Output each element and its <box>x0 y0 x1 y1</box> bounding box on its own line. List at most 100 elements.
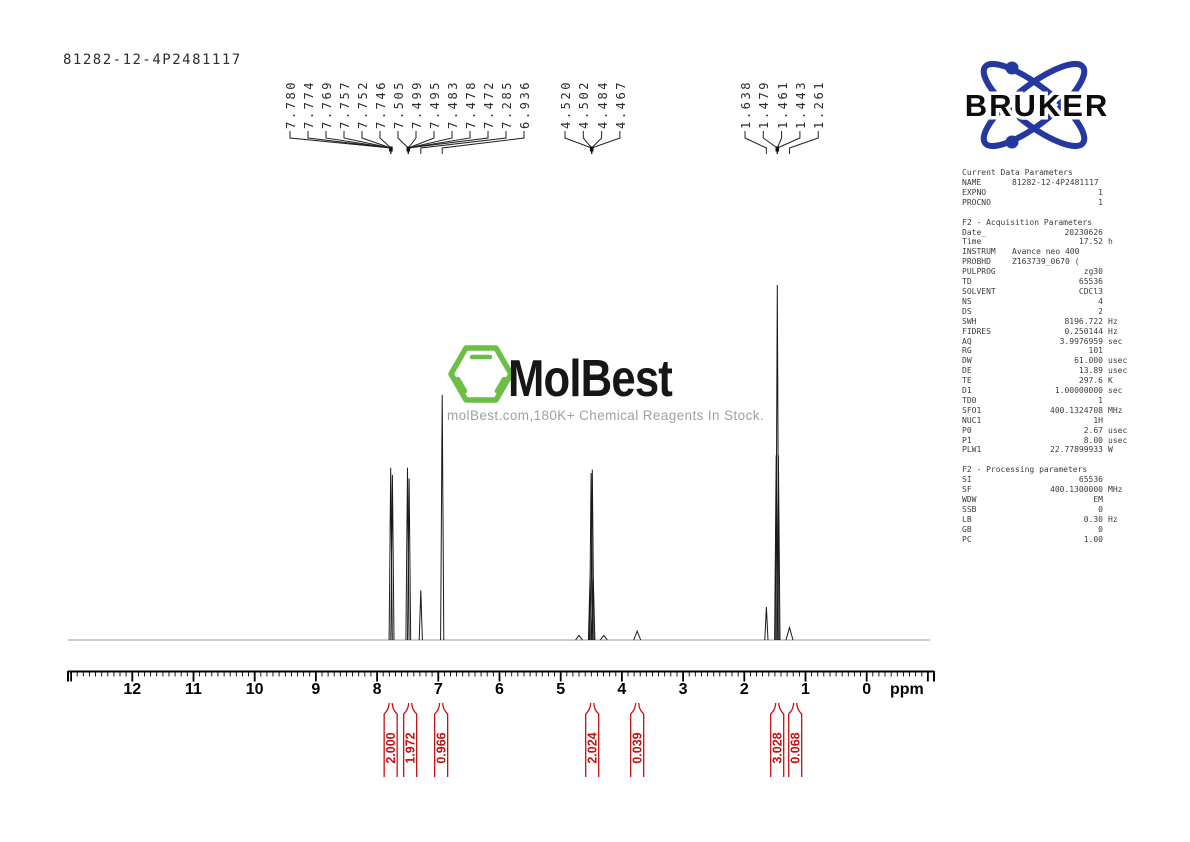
parameter-row: TD 65536 <box>962 277 1103 287</box>
peak-shift-label: 7.746 <box>374 79 388 129</box>
axis-unit-label: ppm <box>890 681 924 698</box>
peak-connector-lines <box>289 131 819 154</box>
parameter-row: P1 8.00 usec <box>962 435 1128 445</box>
parameter-row: PROCNO 1 <box>962 197 1103 207</box>
peak <box>589 473 594 641</box>
integral-value: 3.028 <box>770 732 784 763</box>
axis-tick-label: 11 <box>184 681 202 698</box>
parameter-row: NAME 81282-12-4P2481117 <box>962 177 1099 187</box>
peak <box>390 474 395 641</box>
peak-shift-label: 4.502 <box>577 79 592 129</box>
peak-shift-label: 7.505 <box>392 79 406 129</box>
molbest-hexagon-icon <box>448 345 514 403</box>
integral-value: 1.972 <box>403 732 417 763</box>
peak <box>599 634 608 641</box>
peak-shift-label: 4.484 <box>595 79 610 129</box>
parameter-section-header: F2 - Acquisition Parameters <box>962 217 1093 227</box>
parameter-row: NUC1 1H <box>962 415 1103 425</box>
peak-shift-label: 7.757 <box>338 79 352 129</box>
sample-title: 81282-12-4P2481117 <box>63 52 242 68</box>
parameter-row: TE 297.6 K <box>962 376 1113 386</box>
parameter-row: TD0 1 <box>962 395 1103 405</box>
axis-tick-label: 9 <box>311 681 321 698</box>
integral-value: 2.000 <box>384 732 398 763</box>
peak <box>775 284 780 641</box>
peak-shift-label: 1.638 <box>739 79 753 129</box>
parameter-row: PLW1 22.77899933 W <box>962 445 1113 455</box>
parameter-section-header: F2 - Processing parameters <box>962 465 1088 475</box>
parameter-row: AQ 3.9976959 sec <box>962 336 1123 346</box>
peak-shift-label: 7.285 <box>500 79 514 129</box>
bruker-logo-icon: BRUKER <box>961 60 1111 150</box>
parameter-row: SOLVENT CDCl3 <box>962 286 1103 296</box>
parameter-section: F2 - Acquisition Parameters Date_ 20230626… <box>962 218 1136 456</box>
peak-shift-label: 1.479 <box>757 79 772 129</box>
parameter-row: SI 65536 <box>962 475 1103 485</box>
parameter-row: LB 0.30 Hz <box>962 514 1118 524</box>
peak-shift-label: 6.936 <box>518 79 532 129</box>
axis-tick-label: 3 <box>678 681 688 698</box>
peak-shift-label: 4.520 <box>559 79 573 129</box>
peak <box>575 634 583 641</box>
ppm-axis-ruler <box>67 670 935 682</box>
peak <box>633 629 642 641</box>
parameter-row: NS 4 <box>962 296 1103 306</box>
axis-tick-label: 5 <box>556 681 566 698</box>
spectrum-trace <box>68 284 930 641</box>
peak-shift-label: 7.472 <box>482 79 496 129</box>
axis-tick-label: 6 <box>495 681 504 698</box>
peak-shift-label: 1.461 <box>775 79 790 129</box>
peak <box>785 625 794 641</box>
watermark-tagline: molBest.com,180K+ Chemical Reagents In S… <box>447 408 765 423</box>
peak-shift-label: 7.769 <box>320 79 334 129</box>
parameter-row: INSTRUM Avance neo 400 <box>962 247 1080 257</box>
parameter-row: DE 13.89 usec <box>962 366 1128 376</box>
axis-tick-label: 1 <box>801 681 810 698</box>
peak-shift-label: 7.478 <box>464 79 478 129</box>
parameter-row: RG 101 <box>962 346 1103 356</box>
integral-value: 0.068 <box>788 732 802 763</box>
peak-shift-label: 7.483 <box>446 79 460 129</box>
bruker-wordmark: BRUKER <box>965 88 1110 123</box>
parameter-section-header: Current Data Parameters <box>962 168 1073 177</box>
integral-value: 2.024 <box>585 732 599 763</box>
peak-shift-label: 1.443 <box>793 79 808 129</box>
peak <box>764 606 769 641</box>
parameter-row: DW 61.000 usec <box>962 356 1128 366</box>
parameter-row: PROBHD Z163739_0670 ( <box>962 257 1080 267</box>
parameter-row: SWH 8196.722 Hz <box>962 316 1118 326</box>
axis-tick-label: 0 <box>862 681 872 698</box>
peak-shift-label: 7.495 <box>428 79 442 129</box>
integral-value: 0.966 <box>434 732 448 763</box>
axis-tick-label: 4 <box>617 681 627 698</box>
parameter-row: EXPNO 1 <box>962 187 1103 197</box>
parameter-row: SF 400.1300000 MHz <box>962 485 1123 495</box>
parameter-row: WDW EM <box>962 495 1103 505</box>
parameter-row: Time 17.52 h <box>962 237 1113 247</box>
parameter-row: SSB 0 <box>962 505 1103 514</box>
peak-shift-label: 7.752 <box>356 79 370 129</box>
peak-shift-label: 1.261 <box>812 79 827 129</box>
parameter-row: FIDRES 0.250144 Hz <box>962 326 1118 336</box>
parameters-panel: Current Data Parameters NAME 81282-12-4P24… <box>962 168 1136 545</box>
axis-tick-label: 12 <box>123 681 142 698</box>
parameter-section: F2 - Processing parameters SI 65536 SF 400.1… <box>962 465 1136 544</box>
peak <box>440 395 445 641</box>
peak-shift-label: 7.499 <box>410 79 424 129</box>
parameter-row: Date_ 20230626 <box>962 227 1103 237</box>
parameter-row: DS 2 <box>962 306 1103 316</box>
integral-marks: 2.000 1.972 0.966 2.024 0.039 3.028 0.068 <box>383 702 803 777</box>
integral-value: 0.039 <box>630 732 644 763</box>
parameter-row: SFO1 400.1324708 MHz <box>962 405 1123 415</box>
parameter-row: D1 1.00000000 sec <box>962 386 1123 396</box>
parameter-row: GB 0 <box>962 524 1103 534</box>
axis-tick-label: 10 <box>245 681 264 698</box>
axis-tick-label: 8 <box>372 681 382 698</box>
parameter-section: Current Data Parameters NAME 81282-12-4P24… <box>962 168 1136 208</box>
peak-shift-label: 4.467 <box>613 79 628 129</box>
parameter-row: PC 1.00 <box>962 534 1103 544</box>
peak-shift-label: 7.774 <box>302 79 316 129</box>
parameter-row: P0 2.67 usec <box>962 425 1128 435</box>
axis-tick-label: 2 <box>739 681 749 698</box>
